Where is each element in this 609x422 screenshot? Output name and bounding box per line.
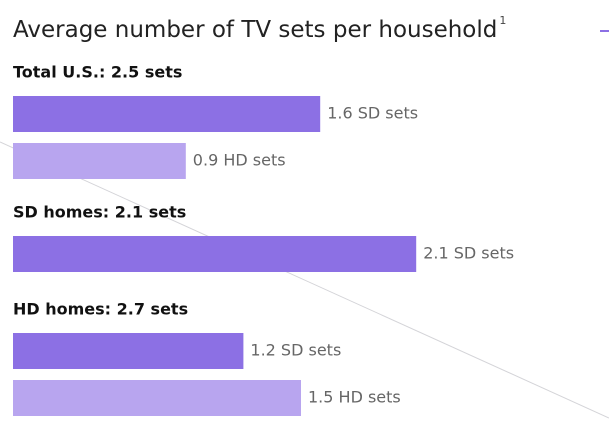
bar: [13, 96, 321, 132]
title-text: Average number of TV sets per household: [13, 17, 497, 43]
group-title: Total U.S.: 2.5 sets: [13, 63, 182, 82]
bar: [13, 236, 417, 272]
value-label: 1.5 HD sets: [308, 388, 401, 407]
bar: [13, 333, 244, 369]
decorative-diagonal: [0, 141, 609, 419]
chart-title: Average number of TV sets per household 1: [13, 14, 506, 43]
title-footnote: 1: [499, 14, 506, 27]
value-label: 1.2 SD sets: [250, 341, 341, 360]
group-title: SD homes: 2.1 sets: [13, 203, 186, 222]
value-label: 0.9 HD sets: [193, 151, 286, 170]
value-label: 1.6 SD sets: [327, 104, 418, 123]
bar: [13, 143, 186, 179]
bar: [13, 380, 301, 416]
group-title: HD homes: 2.7 sets: [13, 300, 188, 319]
value-label: 2.1 SD sets: [423, 244, 514, 263]
